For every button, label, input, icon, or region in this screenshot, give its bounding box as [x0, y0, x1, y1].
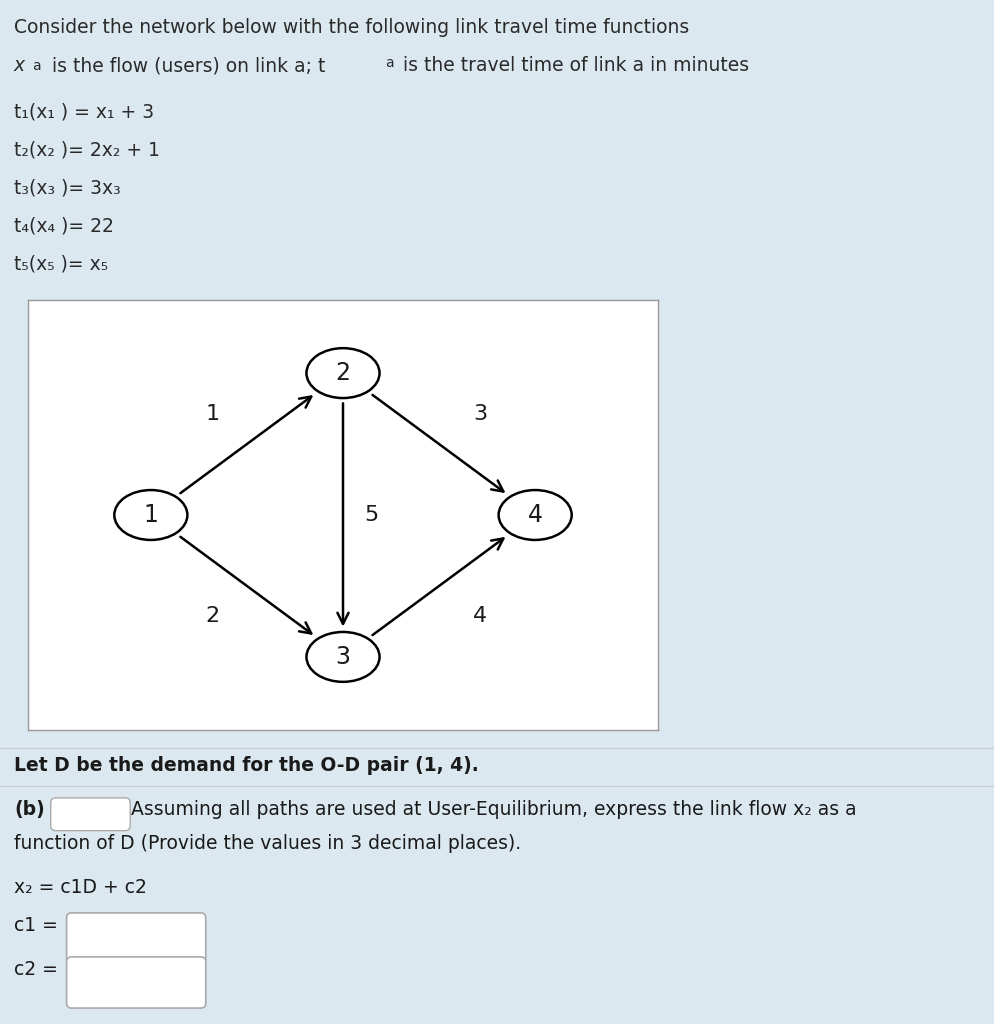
Text: t₃(x₃ )= 3x₃: t₃(x₃ )= 3x₃ [14, 178, 120, 197]
Text: Assuming all paths are used at User-Equilibrium, express the link flow x₂ as a: Assuming all paths are used at User-Equi… [131, 800, 857, 819]
Text: x₂ = c1D + c2: x₂ = c1D + c2 [14, 878, 147, 897]
Text: 1: 1 [143, 503, 158, 527]
Text: function of D (Provide the values in 3 decimal places).: function of D (Provide the values in 3 d… [14, 834, 521, 853]
Text: a: a [32, 59, 41, 73]
Text: 3: 3 [473, 403, 487, 424]
Text: 5: 5 [364, 505, 379, 525]
Text: 4: 4 [473, 606, 487, 626]
Text: (b): (b) [14, 800, 45, 819]
Text: Let D be the demand for the O-D pair (1, 4).: Let D be the demand for the O-D pair (1,… [14, 756, 479, 775]
Text: is the flow (users) on link a; t: is the flow (users) on link a; t [46, 56, 325, 75]
Text: 3: 3 [336, 645, 351, 669]
Text: c1 =: c1 = [14, 916, 58, 935]
Text: 2: 2 [205, 606, 220, 626]
Text: c2 =: c2 = [14, 961, 58, 979]
Circle shape [499, 490, 572, 540]
Text: a: a [385, 56, 394, 70]
Text: Consider the network below with the following link travel time functions: Consider the network below with the foll… [14, 18, 689, 37]
Circle shape [306, 348, 380, 398]
Text: t₁(x₁ ) = x₁ + 3: t₁(x₁ ) = x₁ + 3 [14, 102, 154, 121]
Text: is the travel time of link a in minutes: is the travel time of link a in minutes [397, 56, 748, 75]
Text: t₂(x₂ )= 2x₂ + 1: t₂(x₂ )= 2x₂ + 1 [14, 140, 160, 159]
Circle shape [114, 490, 188, 540]
Text: x: x [14, 56, 25, 75]
Text: 4: 4 [528, 503, 543, 527]
Circle shape [306, 632, 380, 682]
Text: 2: 2 [336, 361, 351, 385]
Text: 1: 1 [205, 403, 220, 424]
Text: t₅(x₅ )= x₅: t₅(x₅ )= x₅ [14, 254, 108, 273]
Text: t₄(x₄ )= 22: t₄(x₄ )= 22 [14, 216, 113, 234]
